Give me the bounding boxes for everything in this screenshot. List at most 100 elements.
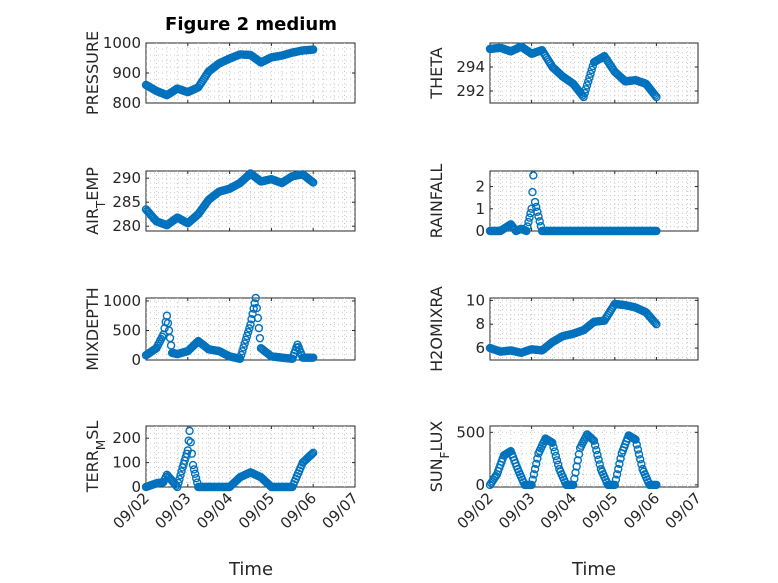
data-point — [306, 450, 316, 460]
data-point — [574, 450, 584, 459]
y-tick-label: 0 — [131, 351, 141, 369]
data-point — [524, 217, 533, 227]
data-point — [581, 85, 591, 94]
x-tick-label: 09/07 — [662, 489, 705, 532]
data-point — [309, 448, 318, 458]
data-point — [238, 347, 247, 356]
data-point — [587, 65, 596, 75]
y-tick-label: 2 — [475, 178, 485, 196]
data-point — [573, 456, 583, 465]
y-tick-label: 292 — [456, 82, 485, 100]
data-point — [532, 202, 541, 212]
y-tick-label: 285 — [112, 193, 141, 211]
data-point — [529, 470, 539, 479]
y-tick-label: 0 — [131, 478, 141, 496]
data-point — [595, 460, 604, 469]
data-point — [548, 438, 557, 448]
data-point — [652, 480, 661, 490]
data-point — [533, 207, 542, 216]
data-point — [249, 304, 258, 313]
data-point — [491, 471, 500, 481]
data-point — [580, 88, 589, 98]
subplot-rainfall: 0 1 2 RAINFALL — [427, 164, 699, 240]
data-point — [177, 467, 186, 476]
data-points — [485, 42, 661, 102]
data-point — [307, 449, 317, 459]
data-point — [184, 436, 193, 445]
data-point — [242, 331, 252, 341]
data-point — [191, 474, 201, 483]
data-point — [171, 481, 181, 490]
x-tick-label: 09/06 — [620, 489, 663, 532]
data-points — [485, 430, 661, 490]
data-point — [634, 450, 644, 459]
data-points — [485, 299, 661, 358]
data-point — [240, 339, 249, 348]
data-point — [587, 434, 596, 443]
x-tick-label: 09/07 — [319, 489, 362, 532]
data-point — [578, 91, 587, 100]
data-point — [523, 222, 532, 231]
y-tick-label: 290 — [112, 169, 141, 187]
data-point — [235, 354, 245, 364]
data-point — [530, 197, 540, 207]
y-tick-label: 0 — [475, 476, 485, 494]
data-point — [309, 178, 318, 187]
x-tick-label: 09/03 — [495, 489, 538, 532]
data-points — [141, 426, 318, 492]
data-point — [569, 480, 578, 490]
data-point — [187, 449, 197, 458]
y-tick-label: 900 — [112, 64, 141, 82]
data-point — [533, 454, 542, 463]
data-point — [307, 177, 317, 186]
y-tick-label: 100 — [112, 454, 141, 472]
data-point — [570, 474, 579, 483]
x-tick-label: 09/04 — [193, 489, 236, 532]
y-tick-label: 1000 — [103, 34, 141, 52]
data-point — [529, 171, 538, 180]
data-point — [633, 445, 643, 454]
data-points — [141, 45, 318, 100]
y-tick-label: 280 — [112, 217, 141, 235]
data-point — [243, 327, 253, 337]
data-point — [248, 309, 257, 319]
y-tick-label: 500 — [112, 321, 141, 339]
data-point — [535, 217, 544, 226]
data-point — [590, 441, 600, 450]
data-point — [651, 91, 660, 100]
data-point — [579, 92, 588, 102]
data-point — [189, 465, 199, 474]
data-point — [586, 69, 595, 79]
data-point — [553, 460, 563, 469]
data-point — [185, 426, 194, 436]
x-axis-label-left: Time — [228, 559, 273, 580]
data-point — [631, 435, 640, 444]
data-point — [174, 478, 183, 488]
subplot-theta: 292 294 THETA — [427, 42, 699, 104]
data-point — [253, 313, 263, 323]
subplot-h2omixra: 6 8 10 H2OMIXRA — [427, 286, 699, 372]
y-axis-label: AIRTEMP — [83, 167, 108, 235]
data-point — [551, 451, 561, 461]
data-point — [651, 318, 660, 328]
y-tick-label: 294 — [456, 58, 485, 76]
x-tick-label: 09/02 — [454, 489, 497, 532]
data-point — [585, 73, 594, 82]
data-point — [612, 470, 622, 479]
data-point — [637, 460, 646, 469]
data-point — [241, 335, 251, 344]
data-point — [182, 449, 191, 459]
data-point — [530, 464, 540, 474]
y-tick-label: 1 — [475, 200, 485, 218]
data-point — [252, 303, 261, 313]
y-tick-label: 6 — [475, 339, 485, 357]
x-tick-label: 09/05 — [578, 489, 621, 532]
data-point — [614, 464, 623, 474]
figure-title: Figure 2 medium — [165, 14, 337, 35]
y-tick-label: 10 — [466, 291, 485, 309]
